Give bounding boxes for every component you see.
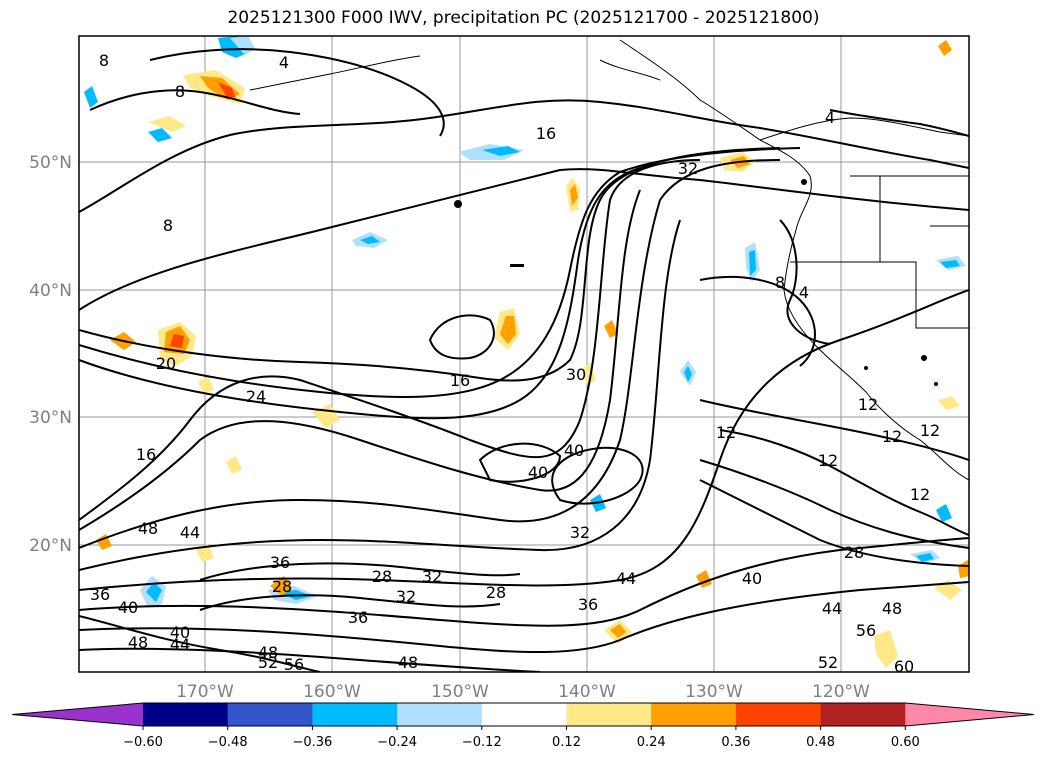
colorbar-tick-label: 0.36 [721,735,750,750]
colorbar-tick-label: 0.60 [891,735,920,750]
colorbar-tick-label: −0.24 [377,735,417,750]
lat-label-40n: 40°N [29,281,72,301]
colorbar-tick-label: 0.24 [637,735,666,750]
colorbar-tick-label: −0.60 [123,735,163,750]
coastline [249,39,969,481]
contour-label: 40 [118,598,138,617]
contour-label: 56 [284,655,304,674]
contour-label: 8 [775,273,785,292]
contour-label: 36 [348,608,368,627]
contour-label: 40 [742,569,762,588]
graticule [79,36,969,672]
lon-label-120w: 120°W [812,682,870,702]
contour-label: 24 [246,387,266,406]
lon-label-150w: 150°W [431,682,489,702]
colorbar-extend-low [12,703,143,726]
colorbar-segment [566,703,652,726]
colorbar-segment [312,703,398,726]
contour-label: 44 [616,569,636,588]
map-title: 2025121300 F000 IWV, precipitation PC (2… [227,8,820,28]
colorbar-segment [227,703,313,726]
contour-label: 20 [156,354,176,373]
contour-label: 48 [882,599,902,618]
contour-label: 60 [894,657,914,676]
contour-label: 32 [678,159,698,178]
colorbar-extend-high [905,703,1034,726]
contour-label: 12 [716,423,736,442]
colorbar-segment [820,703,906,726]
lon-label-160w: 160°W [303,682,361,702]
contour-label: 52 [818,653,838,672]
contour-label: 28 [272,577,292,596]
contour-label: 4 [799,283,809,302]
colorbar-tick-label: 0.48 [806,735,835,750]
contour-label: 16 [450,371,470,390]
contour-label: 32 [570,523,590,542]
contour-label: 48 [398,653,418,672]
contour-label: 56 [856,621,876,640]
contour-label: 52 [258,653,278,672]
lon-label-130w: 130°W [685,682,743,702]
colorbar-tick-label: −0.12 [462,735,502,750]
colorbar: −0.60 −0.48 −0.36 −0.24 −0.12 0.12 0.24 0.36 0.4… [11,702,1035,750]
contour-label: 12 [920,421,940,440]
lat-label-30n: 30°N [29,408,72,428]
contour-label: 28 [372,567,392,586]
colorbar-segment [481,703,567,726]
colorbar-segment [735,703,822,726]
lon-label-170w: 170°W [176,682,234,702]
contour-label: 8 [163,216,173,235]
contour-label: 16 [536,124,556,143]
precip-shading [84,36,969,668]
contour-label: 8 [99,51,109,70]
contour-label: 8 [175,82,185,101]
contour-label: 44 [180,523,200,542]
contour-label: 48 [258,643,278,662]
contour-label: 40 [528,463,548,482]
colorbar-tick-label: −0.36 [292,735,332,750]
colorbar-segment [143,703,229,726]
contour-label: 28 [844,543,864,562]
contour-label: 4 [825,108,835,127]
colorbar-tick-label: 0.12 [552,735,581,750]
contour-label: 48 [128,633,148,652]
map-frame [78,35,970,673]
contour-label: 16 [136,445,156,464]
contour-label: 30 [566,365,586,384]
contour-label: 40 [170,623,190,642]
colorbar-segment [651,703,737,726]
contour-label: 40 [564,441,584,460]
colorbar-segment [397,703,483,726]
lat-label-20n: 20°N [29,536,72,556]
colorbar-tick-label: −0.48 [208,735,248,750]
map-area [79,36,969,672]
contour-label: 28 [486,583,506,602]
contour-label: 12 [858,395,878,414]
small-features [454,179,938,386]
contour-label: 44 [170,635,190,654]
contour-label: 32 [422,567,442,586]
contour-labels: 8 8 4 16 4 32 8 8 4 20 24 16 30 16 40 40… [90,51,940,676]
iwv-contours [79,48,969,672]
contour-label: 32 [396,587,416,606]
lon-label-140w: 140°W [558,682,616,702]
contour-label: 48 [138,519,158,538]
contour-label: 36 [578,595,598,614]
contour-label: 36 [270,553,290,572]
contour-label: 12 [818,451,838,470]
lat-label-50n: 50°N [29,153,72,173]
contour-label: 12 [882,427,902,446]
contour-label: 4 [279,53,289,72]
contour-label: 36 [90,585,110,604]
contour-label: 44 [822,599,842,618]
contour-label: 12 [910,485,930,504]
